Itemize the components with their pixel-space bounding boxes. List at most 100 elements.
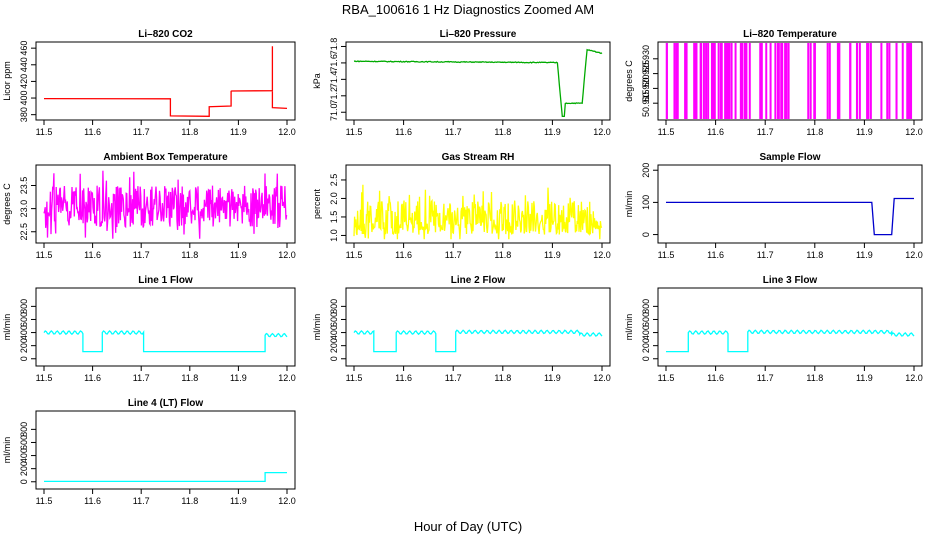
y-axis-label: ml/min	[624, 191, 634, 218]
panel-title: Line 1 Flow	[138, 275, 193, 286]
y-tick-label: 800	[329, 299, 339, 314]
y-tick-label: 71.2	[329, 87, 339, 105]
x-tick-label: 11.9	[856, 250, 873, 260]
x-tick-label: 12.0	[278, 373, 296, 383]
y-tick-label: 0	[641, 356, 651, 361]
x-tick-label: 12.0	[905, 127, 923, 137]
y-tick-label: 22.5	[19, 223, 29, 241]
x-tick-label: 11.5	[658, 373, 675, 383]
data-series-press	[353, 48, 603, 118]
y-tick-label: 50.925	[641, 60, 651, 88]
y-tick-label: 71.4	[329, 71, 339, 89]
x-tick-label: 11.7	[757, 373, 774, 383]
x-tick-label: 11.7	[133, 496, 150, 506]
x-tick-label: 11.9	[230, 127, 247, 137]
x-tick-label: 11.9	[856, 127, 873, 137]
y-tick-label: 0	[19, 479, 29, 484]
y-tick-label: 50.930	[641, 45, 651, 73]
x-tick-label: 12.0	[278, 496, 296, 506]
panel-press: Li–820 Pressure kPa 11.5 11.6 11.7 11.8 11.9 12…	[312, 29, 611, 137]
x-tick-label: 12.0	[278, 127, 296, 137]
x-tick-label: 12.0	[593, 250, 611, 260]
panel-title: Li–820 Temperature	[743, 29, 837, 40]
figure-x-label: Hour of Day (UTC)	[414, 519, 522, 534]
y-tick-label: 1.0	[329, 229, 339, 242]
x-tick-label: 11.9	[230, 496, 247, 506]
plot-frame	[345, 164, 611, 244]
panel-title: Gas Stream RH	[442, 152, 515, 163]
x-tick-label: 12.0	[905, 250, 923, 260]
y-axis-label: ml/min	[624, 314, 634, 341]
panel-title: Line 2 Flow	[451, 275, 506, 286]
x-tick-label: 11.6	[395, 373, 412, 383]
data-series-line1	[43, 329, 288, 353]
x-tick-label: 11.8	[494, 250, 511, 260]
x-tick-label: 11.6	[707, 127, 724, 137]
data-series-line4	[44, 471, 287, 483]
x-tick-label: 12.0	[278, 250, 296, 260]
x-tick-label: 11.5	[36, 496, 53, 506]
x-tick-label: 11.6	[707, 373, 724, 383]
y-axis-label: ml/min	[312, 314, 322, 341]
plot-frame	[345, 41, 611, 121]
panel-rh: Gas Stream RH percent 11.5 11.6 11.7 11.8 11.9…	[312, 152, 611, 260]
x-tick-label: 11.9	[544, 250, 561, 260]
x-tick-label: 11.8	[181, 496, 198, 506]
y-tick-label: 50.915	[641, 89, 651, 117]
panel-co2: Li–820 CO2 Licor ppm 11.5 11.6 11.7 11.8 11.9 1…	[2, 29, 296, 137]
x-tick-label: 11.6	[395, 127, 412, 137]
plot-frame	[657, 164, 923, 244]
data-series-line2	[353, 329, 603, 353]
x-tick-label: 11.6	[395, 250, 412, 260]
y-axis-label: percent	[312, 188, 322, 219]
x-tick-label: 11.6	[84, 127, 101, 137]
figure-title: RBA_100616 1 Hz Diagnostics Zoomed AM	[342, 2, 594, 17]
y-axis-label: Licor ppm	[2, 61, 12, 101]
y-tick-label: 0	[19, 356, 29, 361]
panel-line3: Line 3 Flow ml/min 11.5 11.6 11.7 11.8 11.9 12.…	[624, 275, 923, 383]
data-series-line3	[666, 329, 915, 353]
x-tick-label: 11.8	[181, 127, 198, 137]
panel-title: Li–820 CO2	[138, 29, 193, 40]
x-tick-label: 11.9	[230, 250, 247, 260]
plot-frame	[657, 287, 923, 367]
x-tick-label: 11.5	[658, 250, 675, 260]
y-tick-label: 420	[19, 74, 29, 89]
plot-frame	[345, 287, 611, 367]
y-tick-label: 200	[641, 338, 651, 353]
y-tick-label: 71.6	[329, 54, 339, 72]
x-tick-label: 11.7	[757, 250, 774, 260]
y-tick-label: 400	[19, 91, 29, 106]
plot-frame	[35, 164, 296, 244]
x-tick-label: 12.0	[905, 373, 923, 383]
x-tick-label: 11.8	[806, 373, 823, 383]
x-tick-label: 11.9	[856, 373, 873, 383]
y-tick-label: 1.5	[329, 211, 339, 224]
y-tick-label: 800	[19, 299, 29, 314]
data-series-ambient	[43, 170, 288, 239]
x-tick-label: 11.5	[346, 373, 363, 383]
y-tick-label: 200	[329, 338, 339, 353]
x-tick-label: 11.9	[230, 373, 247, 383]
y-tick-label: 200	[19, 338, 29, 353]
plot-frame	[657, 41, 923, 121]
data-series-rh	[353, 184, 603, 240]
panel-ambient: Ambient Box Temperature degrees C 11.5 11.6…	[2, 152, 296, 260]
panel-title: Ambient Box Temperature	[103, 152, 228, 163]
y-tick-label: 200	[641, 163, 651, 178]
x-tick-label: 11.7	[445, 127, 462, 137]
x-tick-label: 11.7	[445, 373, 462, 383]
x-tick-label: 11.7	[445, 250, 462, 260]
y-axis-label: kPa	[312, 73, 322, 89]
x-tick-label: 11.8	[494, 373, 511, 383]
x-tick-label: 11.8	[181, 373, 198, 383]
x-tick-label: 11.8	[181, 250, 198, 260]
x-tick-label: 11.6	[707, 250, 724, 260]
y-tick-label: 2.0	[329, 192, 339, 205]
y-tick-label: 71.0	[329, 103, 339, 121]
y-tick-label: 23.5	[19, 177, 29, 195]
y-tick-label: 600	[19, 435, 29, 450]
x-tick-label: 11.5	[346, 127, 363, 137]
y-tick-label: 400	[329, 325, 339, 340]
